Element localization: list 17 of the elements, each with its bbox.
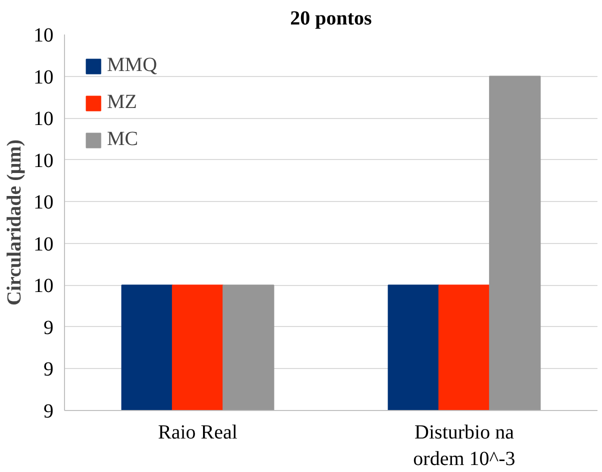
y-tick-label: 10 [34,66,54,88]
y-tick-label: 10 [34,24,54,46]
legend-label: MC [107,128,138,151]
legend-label: MMQ [107,54,158,77]
chart-title: 20 pontos [290,8,372,30]
y-axis-title: Circularidade (μm) [4,140,26,306]
y-tick-label: 9 [44,358,54,381]
x-tick-label: Disturbio na ordem 10^-3 [413,422,516,470]
y-tick-label: 10 [34,150,54,172]
y-tick-label: 9 [44,316,54,339]
y-tick-label: 10 [34,233,54,256]
x-tick-label: Raio Real [158,422,238,444]
y-tick-label: 9 [44,400,54,422]
y-tick-label: 10 [34,108,54,130]
legend-label: MZ [107,91,137,114]
y-tick-label: 10 [34,275,54,298]
y-tick-label: 10 [34,192,54,214]
